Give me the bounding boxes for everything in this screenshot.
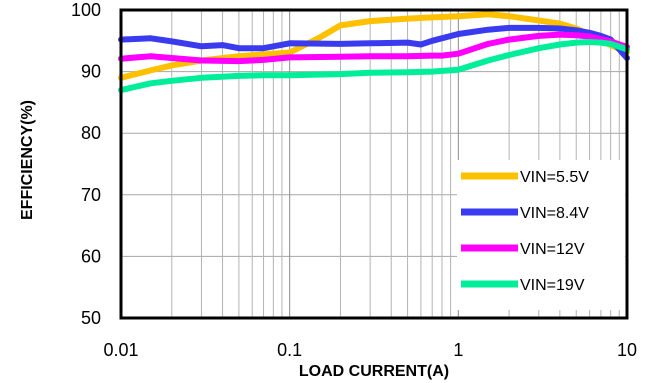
x-tick-label: 1 xyxy=(453,340,463,360)
y-tick-label: 70 xyxy=(81,185,101,205)
y-tick-label: 100 xyxy=(71,0,101,20)
x-tick-label: 0.01 xyxy=(103,340,138,360)
y-tick-label: 50 xyxy=(81,308,101,328)
y-tick-label: 80 xyxy=(81,123,101,143)
y-axis-title: EFFICIENCY(%) xyxy=(19,100,36,220)
y-tick-label: 60 xyxy=(81,246,101,266)
series-line-2 xyxy=(118,31,630,65)
plot-area-border xyxy=(119,8,629,320)
x-axis-title: LOAD CURRENT(A) xyxy=(299,363,449,380)
x-tick-label: 0.1 xyxy=(277,340,302,360)
series-line-3 xyxy=(118,39,630,94)
x-tick-label: 10 xyxy=(617,340,637,360)
legend-label-2: VIN=12V xyxy=(520,241,585,258)
legend: VIN=5.5V VIN=8.4V VIN=12V VIN=19V xyxy=(457,160,625,310)
y-tick-label: 90 xyxy=(81,62,101,82)
legend-label-3: VIN=19V xyxy=(520,277,585,294)
tick-labels: 50 60 70 80 90 100 0.01 0.1 1 10 xyxy=(71,0,637,360)
legend-label-1: VIN=8.4V xyxy=(520,205,589,222)
series-line-1 xyxy=(118,24,630,61)
legend-label-0: VIN=5.5V xyxy=(520,169,589,186)
series-layer xyxy=(118,11,630,94)
